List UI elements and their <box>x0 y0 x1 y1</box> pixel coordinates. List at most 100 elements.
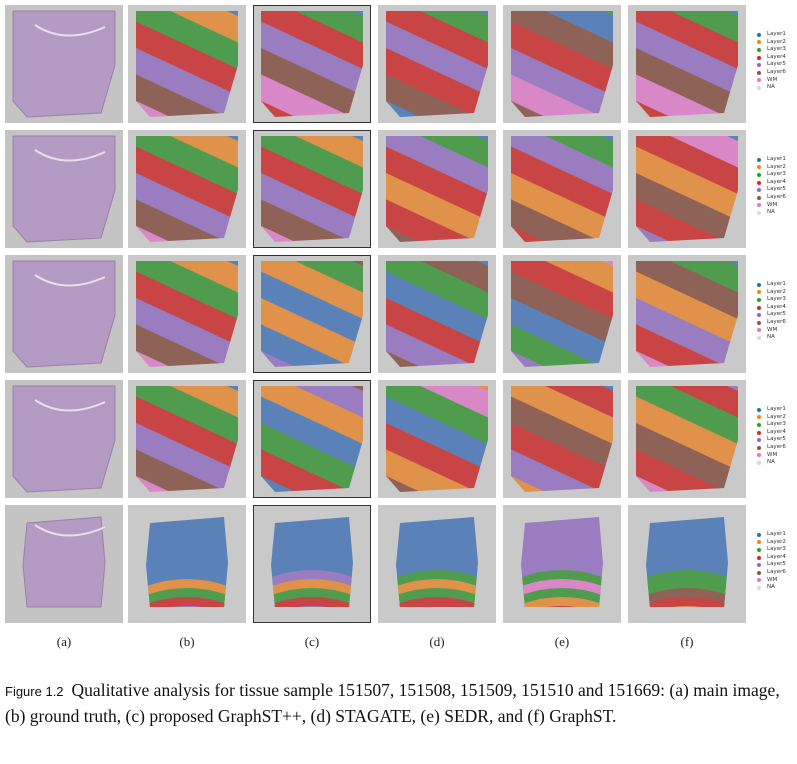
tile-row3-b <box>128 255 246 373</box>
legend-item: Layer6 <box>757 319 786 327</box>
label-f: (f) <box>680 634 694 649</box>
legend-marker-icon <box>757 47 761 52</box>
legend-label: NA <box>767 84 775 91</box>
legend-label: Layer1 <box>767 406 786 412</box>
legend-item: Layer5 <box>757 561 786 569</box>
legend-label: NA <box>767 334 775 341</box>
legend-item: Layer2 <box>757 539 786 547</box>
legend-item: Layer6 <box>757 69 786 77</box>
legend-item: Layer6 <box>757 194 786 202</box>
tile-row5-d <box>378 505 496 623</box>
legend-marker-icon <box>757 40 761 45</box>
tile-row5-e <box>503 505 621 623</box>
tile-row2-a <box>5 130 123 248</box>
legend-label: Layer6 <box>767 443 786 450</box>
legend-label: Layer6 <box>767 318 786 325</box>
legend-item: WM <box>757 327 786 335</box>
legend-marker-icon <box>757 430 761 435</box>
legend-marker-icon <box>757 453 761 458</box>
legend-label: Layer4 <box>767 303 786 310</box>
legend-item: Layer6 <box>757 444 786 452</box>
legend-marker-icon <box>757 422 761 427</box>
legend-marker-icon <box>757 570 761 575</box>
legend-item: NA <box>757 209 786 217</box>
legend-item: Layer2 <box>757 39 786 47</box>
tile-row2-b <box>128 130 246 248</box>
legend-item: WM <box>757 452 786 460</box>
legend-marker-icon <box>757 563 761 568</box>
legend-marker-icon <box>757 70 761 75</box>
legend-item: Layer4 <box>757 429 786 437</box>
legend-label: Layer4 <box>767 428 786 435</box>
tile-row4-f <box>628 380 746 498</box>
legend-marker-icon <box>757 55 761 60</box>
legend-item: WM <box>757 202 786 210</box>
label-b: (b) <box>179 634 195 649</box>
tile-row5-c <box>253 505 371 623</box>
legend-label: Layer4 <box>767 178 786 185</box>
legend-label: Layer3 <box>767 46 786 53</box>
legend-item: Layer1 <box>757 531 786 539</box>
legend-item: Layer3 <box>757 171 786 179</box>
legend-marker-icon <box>757 165 761 170</box>
label-d: (d) <box>429 634 445 649</box>
label-c: (c) <box>304 634 320 649</box>
tile-row1-b <box>128 5 246 123</box>
figure-caption: Figure 1.2 Qualitative analysis for tissu… <box>5 678 795 728</box>
legend-label: Layer6 <box>767 568 786 575</box>
tile-row4-b <box>128 380 246 498</box>
legend-item: Layer4 <box>757 304 786 312</box>
legend-item: Layer3 <box>757 546 786 554</box>
legend: Layer1 Layer2 Layer3 Layer4 Layer5 Layer6 WM NA <box>757 156 786 217</box>
legend-label: Layer1 <box>767 156 786 162</box>
legend-marker-icon <box>757 445 761 450</box>
legend-item: Layer1 <box>757 31 786 39</box>
legend-item: NA <box>757 459 786 467</box>
legend-label: Layer5 <box>767 61 786 68</box>
legend-item: Layer3 <box>757 46 786 54</box>
legend: Layer1 Layer2 Layer3 Layer4 Layer5 Layer6 WM NA <box>757 31 786 92</box>
legend-marker-icon <box>757 532 761 537</box>
tile-row3-f <box>628 255 746 373</box>
legend-marker-icon <box>757 578 761 583</box>
legend-label: Layer4 <box>767 53 786 60</box>
legend-item: NA <box>757 84 786 92</box>
legend-label: Layer2 <box>767 163 786 170</box>
legend-label: Layer2 <box>767 288 786 295</box>
legend-marker-icon <box>757 85 761 90</box>
legend-item: Layer2 <box>757 164 786 172</box>
legend-item: Layer6 <box>757 569 786 577</box>
tile-row5-f <box>628 505 746 623</box>
tile-row2-f <box>628 130 746 248</box>
label-e: (e) <box>554 634 570 649</box>
legend-label: NA <box>767 584 775 591</box>
legend-label: WM <box>767 76 778 83</box>
legend-label: NA <box>767 459 775 466</box>
legend-label: Layer3 <box>767 171 786 178</box>
legend-marker-icon <box>757 210 761 215</box>
legend-marker-icon <box>757 555 761 560</box>
legend-item: Layer2 <box>757 289 786 297</box>
caption-text: Qualitative analysis for tissue sample 1… <box>5 680 780 726</box>
tile-row3-c <box>253 255 371 373</box>
legend-label: Layer3 <box>767 546 786 553</box>
legend-item: Layer3 <box>757 296 786 304</box>
legend-label: WM <box>767 576 778 583</box>
legend-marker-icon <box>757 540 761 545</box>
legend-label: Layer1 <box>767 31 786 37</box>
tile-row5-a <box>5 505 123 623</box>
legend-label: Layer4 <box>767 553 786 560</box>
legend: Layer1 Layer2 Layer3 Layer4 Layer5 Layer6 WM NA <box>757 281 786 342</box>
legend-item: Layer1 <box>757 156 786 164</box>
tile-row1-a <box>5 5 123 123</box>
legend-label: Layer1 <box>767 281 786 287</box>
tile-row4-d <box>378 380 496 498</box>
legend-item: Layer4 <box>757 179 786 187</box>
tile-row2-d <box>378 130 496 248</box>
tile-row4-e <box>503 380 621 498</box>
legend-marker-icon <box>757 328 761 333</box>
tile-row1-d <box>378 5 496 123</box>
legend-marker-icon <box>757 157 761 162</box>
legend-item: Layer5 <box>757 311 786 319</box>
tile-row1-e <box>503 5 621 123</box>
